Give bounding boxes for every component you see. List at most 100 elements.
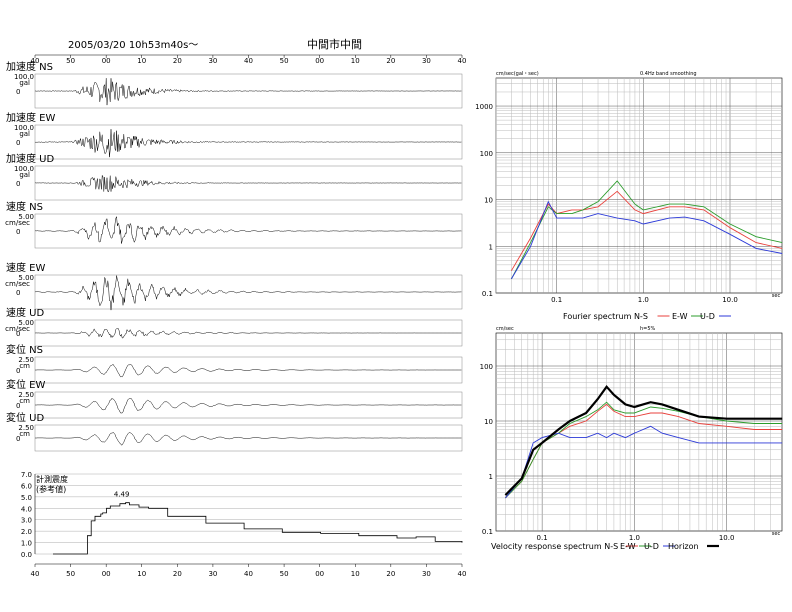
x-unit-label: sec bbox=[772, 293, 781, 299]
trace-zero-label: 0 bbox=[16, 289, 20, 297]
intensity-time-label: 00 bbox=[315, 570, 324, 578]
trace-scale-value: 2.50 bbox=[18, 356, 34, 364]
trace-label: 加速度 NS bbox=[6, 60, 53, 73]
intensity-time-label: 20 bbox=[386, 570, 395, 578]
trace-label: 速度 NS bbox=[6, 200, 43, 213]
trace-label: 加速度 EW bbox=[6, 111, 55, 124]
intensity-time-label: 40 bbox=[244, 570, 253, 578]
legend-label: E-W bbox=[620, 542, 636, 551]
y-tick-label: 100 bbox=[480, 363, 493, 371]
y-unit-label: cm/sec(gal・sec) bbox=[496, 71, 539, 77]
intensity-ytick: 4.0 bbox=[21, 505, 32, 513]
time-tick-label: 10 bbox=[351, 57, 360, 65]
trace-scale-value: 100.0 bbox=[14, 165, 34, 173]
trace-zero-label: 0 bbox=[16, 139, 20, 147]
intensity-time-label: 50 bbox=[66, 570, 75, 578]
trace-zero-label: 0 bbox=[16, 180, 20, 188]
time-tick-label: 00 bbox=[102, 57, 111, 65]
y-tick-label: 10 bbox=[484, 197, 493, 205]
x-unit-label: sec bbox=[772, 531, 781, 537]
intensity-title: 計測震度 bbox=[36, 474, 68, 484]
legend-label: U-D bbox=[644, 542, 659, 551]
trace-label: 加速度 UD bbox=[6, 152, 54, 165]
intensity-time-label: 00 bbox=[102, 570, 111, 578]
intensity-ytick: 6.0 bbox=[21, 482, 32, 490]
trace-unit: cm/sec bbox=[5, 325, 30, 333]
waveform-trace bbox=[35, 78, 462, 106]
intensity-panel: 7.0 6.0 5.0 4.0 3.0 2.0 1.0 0.0 40 50 00 10 20 30 40 50… bbox=[21, 471, 467, 578]
waveform-trace bbox=[34, 328, 462, 339]
station-name: 中間市中間 bbox=[307, 37, 362, 51]
intensity-subtitle: (参考値) bbox=[36, 484, 66, 494]
trace-label: 変位 UD bbox=[6, 411, 44, 424]
time-tick-label: 50 bbox=[66, 57, 75, 65]
trace-zero-label: 0 bbox=[16, 367, 20, 375]
x-tick-label: 1.0 bbox=[629, 534, 640, 542]
waveform-trace bbox=[34, 275, 462, 311]
intensity-ytick: 3.0 bbox=[21, 517, 32, 525]
trace-unit: gal bbox=[19, 79, 30, 87]
time-tick-label: 40 bbox=[244, 57, 253, 65]
waveform-trace bbox=[34, 215, 462, 244]
intensity-line bbox=[53, 502, 463, 555]
y-tick-label: 1 bbox=[489, 243, 493, 251]
trace-label: 速度 EW bbox=[6, 261, 45, 274]
trace-scale-value: 100.0 bbox=[14, 73, 34, 81]
trace-label: 変位 EW bbox=[6, 378, 45, 391]
legend-label: Horizon bbox=[668, 542, 699, 551]
trace-scale-value: 5.00 bbox=[18, 213, 34, 221]
x-tick-label: 10.0 bbox=[722, 296, 738, 304]
intensity-time-label: 30 bbox=[422, 570, 431, 578]
intensity-peak-label: 4.49 bbox=[114, 491, 130, 499]
intensity-time-label: 10 bbox=[351, 570, 360, 578]
trace-unit: cm bbox=[19, 430, 30, 438]
intensity-time-label: 40 bbox=[31, 570, 40, 578]
trace-label: 速度 UD bbox=[6, 306, 44, 319]
y-unit-label: cm/sec bbox=[496, 326, 514, 332]
time-tick-label: 10 bbox=[137, 57, 146, 65]
smoothing-note: h=5% bbox=[640, 326, 656, 332]
intensity-time-label: 40 bbox=[458, 570, 467, 578]
time-tick-label: 20 bbox=[173, 57, 182, 65]
trace-zero-label: 0 bbox=[16, 435, 20, 443]
trace-unit: gal bbox=[19, 130, 30, 138]
y-tick-label: 100 bbox=[480, 150, 493, 158]
y-tick-label: 1000 bbox=[475, 103, 493, 111]
trace-label: 変位 NS bbox=[6, 343, 43, 356]
time-tick-label: 00 bbox=[315, 57, 324, 65]
trace-scale-value: 2.50 bbox=[18, 391, 34, 399]
trace-zero-label: 0 bbox=[16, 228, 20, 236]
time-tick-label: 40 bbox=[458, 57, 467, 65]
trace-scale-value: 5.00 bbox=[18, 319, 34, 327]
trace-zero-label: 0 bbox=[16, 330, 20, 338]
series-line-e-w bbox=[505, 401, 783, 499]
intensity-time-label: 50 bbox=[280, 570, 289, 578]
series-line-n-s bbox=[511, 190, 783, 271]
legend-label: Velocity response spectrum N-S bbox=[491, 542, 618, 551]
waveform-trace bbox=[35, 397, 462, 414]
intensity-time-label: 10 bbox=[137, 570, 146, 578]
waveform-trace bbox=[34, 364, 462, 378]
intensity-time-label: 20 bbox=[173, 570, 182, 578]
y-tick-label: 0.1 bbox=[482, 528, 493, 536]
fourier-spectrum-panel: 1000 100 10 1 0.1 0.1 1.0 10.0 sec cm/sec(gal・sec… bbox=[475, 71, 783, 321]
trace-unit: cm/sec bbox=[5, 219, 30, 227]
trace-scale-value: 5.00 bbox=[18, 274, 34, 282]
time-tick-label: 50 bbox=[280, 57, 289, 65]
trace-zero-label: 0 bbox=[16, 88, 20, 96]
intensity-ytick: 0.0 bbox=[21, 551, 32, 559]
trace-unit: cm/sec bbox=[5, 280, 30, 288]
waveform-trace bbox=[35, 432, 462, 446]
trace-unit: gal bbox=[19, 171, 30, 179]
y-tick-label: 10 bbox=[484, 418, 493, 426]
x-tick-label: 0.1 bbox=[537, 534, 548, 542]
legend-label: E-W bbox=[672, 312, 688, 321]
time-tick-label: 30 bbox=[422, 57, 431, 65]
waveform-trace bbox=[35, 129, 462, 158]
trace-zero-label: 0 bbox=[16, 402, 20, 410]
y-tick-label: 1 bbox=[489, 473, 493, 481]
x-tick-label: 0.1 bbox=[551, 296, 562, 304]
intensity-ytick: 2.0 bbox=[21, 528, 32, 536]
